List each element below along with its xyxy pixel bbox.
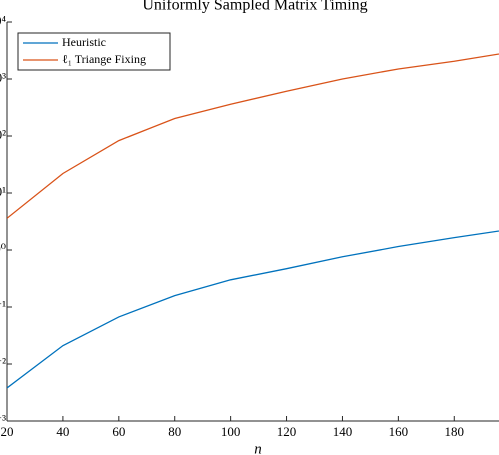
legend-box	[17, 32, 171, 71]
y-tick-label: 10⁰	[0, 241, 6, 256]
y-tick-label: 10⁴	[0, 13, 6, 28]
y-tick-label: 10³	[0, 70, 6, 85]
y-tick-label: 10⁻¹	[0, 298, 6, 313]
plot-area	[7, 53, 499, 389]
x-tick-label: 140	[333, 424, 353, 439]
x-tick-label: 20	[1, 424, 14, 439]
x-tick-label: 160	[389, 424, 409, 439]
chart-title: Uniformly Sampled Matrix Timing	[142, 0, 367, 14]
x-axis-label: n	[254, 441, 262, 455]
y-tick-label: 10²	[0, 127, 6, 142]
x-tick-label: 120	[277, 424, 297, 439]
y-tick-label: 10¹	[0, 184, 6, 199]
line	[7, 230, 499, 389]
legend-label: ℓ₁ Triange Fixing	[62, 52, 146, 66]
x-tick-label: 60	[112, 424, 125, 439]
x-tick-label: 100	[221, 424, 241, 439]
x-tick-label: 180	[445, 424, 465, 439]
y-tick-label: 10⁻³	[0, 412, 6, 427]
x-tick-label: 40	[56, 424, 69, 439]
legend-label: Heuristic	[62, 35, 106, 49]
x-tick-label: 80	[168, 424, 181, 439]
y-tick-label: 10⁻²	[0, 355, 6, 370]
line	[7, 53, 499, 219]
